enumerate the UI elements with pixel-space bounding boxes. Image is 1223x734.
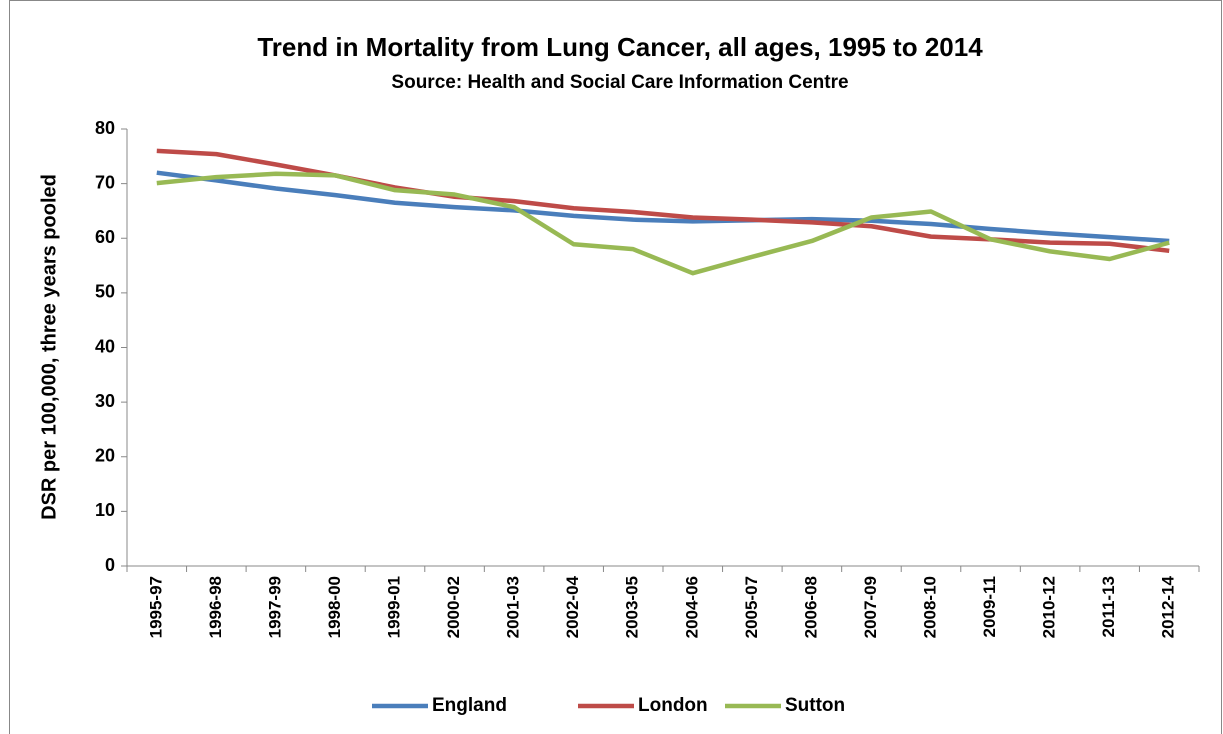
- x-tick-label: 2002-04: [563, 575, 582, 638]
- x-tick-label: 2011-13: [1099, 576, 1118, 637]
- chart-subtitle: Source: Health and Social Care Informati…: [391, 72, 848, 93]
- y-tick-label: 60: [95, 227, 115, 247]
- y-tick-label: 20: [95, 446, 115, 466]
- x-tick-label: 1999-01: [384, 576, 403, 638]
- chart-border: [9, 0, 1222, 734]
- y-tick-label: 80: [95, 118, 115, 138]
- y-tick-label: 70: [95, 172, 115, 192]
- x-tick-label: 1997-99: [265, 576, 284, 638]
- y-tick-label: 0: [105, 555, 115, 575]
- x-tick-label: 1998-00: [325, 576, 344, 638]
- x-tick-label: 2008-10: [920, 576, 939, 638]
- legend-label: England: [432, 695, 507, 716]
- x-tick-label: 2010-12: [1040, 576, 1059, 638]
- x-tick-label: 1996-98: [206, 576, 225, 638]
- series-line: [156, 170, 1170, 244]
- x-tick-label: 2006-08: [801, 576, 820, 638]
- x-tick-label: 2004-06: [682, 576, 701, 638]
- x-tick-label: 2012-14: [1159, 575, 1178, 638]
- series-line: [156, 148, 1170, 254]
- x-tick-label: 1995-97: [146, 576, 165, 638]
- x-tick-label: 2007-09: [861, 576, 880, 638]
- legend-label: Sutton: [785, 695, 845, 716]
- legend-label: London: [638, 695, 708, 716]
- y-axis-label: DSR per 100,000, three years pooled: [38, 174, 60, 520]
- x-tick-label: 2003-05: [623, 576, 642, 638]
- y-tick-label: 50: [95, 282, 115, 302]
- chart-title: Trend in Mortality from Lung Cancer, all…: [257, 32, 983, 62]
- x-tick-label: 2009-11: [980, 576, 999, 637]
- x-tick-label: 2005-07: [742, 576, 761, 638]
- y-tick-label: 10: [95, 500, 115, 520]
- y-tick-label: 40: [95, 336, 115, 356]
- series-line: [156, 171, 1170, 276]
- x-tick-label: 2001-03: [504, 576, 523, 638]
- y-tick-label: 30: [95, 391, 115, 411]
- x-tick-label: 2000-02: [444, 576, 463, 638]
